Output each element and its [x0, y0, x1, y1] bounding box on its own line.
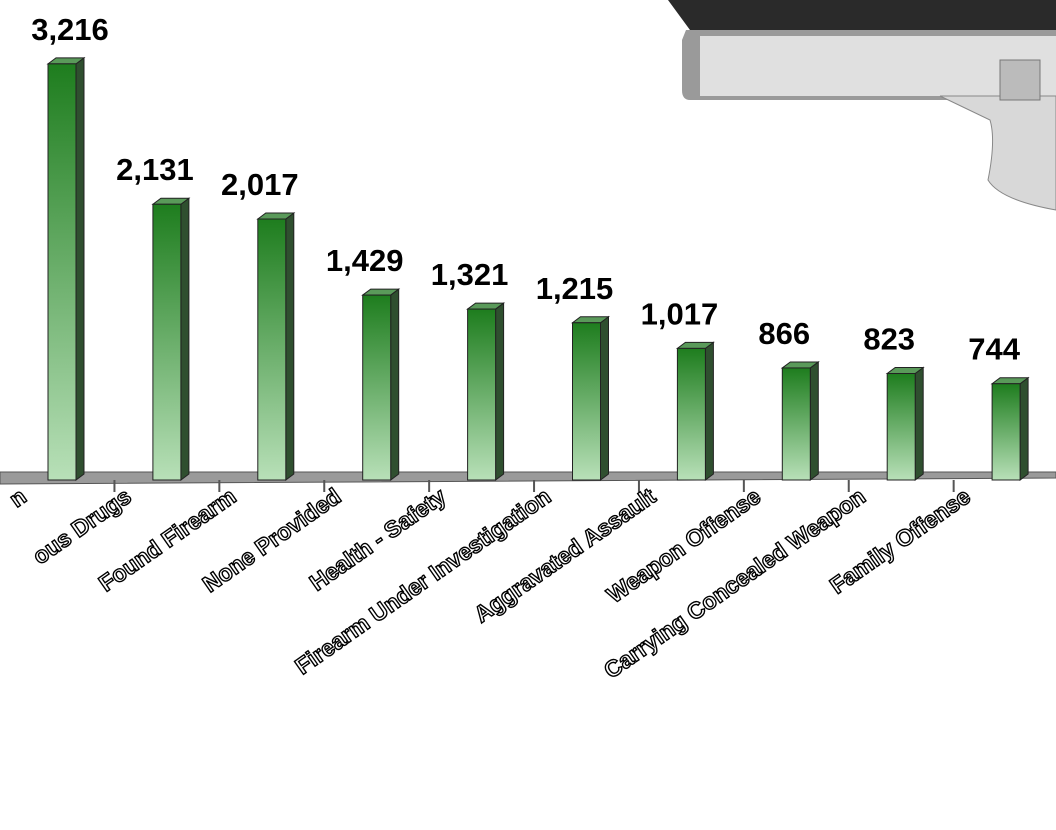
bar: [676, 347, 706, 481]
bar-side: [600, 315, 609, 481]
bar: [152, 203, 182, 481]
bar-side: [1019, 376, 1029, 481]
value-label: 744: [968, 332, 1020, 367]
value-label: 3,216: [31, 12, 109, 47]
bar-side: [809, 360, 819, 481]
value-label: 1,321: [431, 257, 509, 292]
bar: [572, 322, 601, 481]
bar-side: [75, 56, 85, 481]
bar-side: [390, 288, 400, 481]
value-label: 2,017: [221, 167, 299, 202]
value-label: 1,017: [641, 296, 719, 331]
bar: [47, 63, 77, 481]
pistol-image: [668, 0, 1056, 211]
bar: [886, 373, 916, 481]
bar-side: [180, 197, 190, 481]
bar: [362, 294, 392, 481]
value-label: 866: [758, 316, 810, 351]
bar-side: [914, 366, 924, 481]
value-label: 2,131: [116, 152, 194, 187]
value-label: 1,429: [326, 243, 404, 278]
x-tick-label: n: [4, 483, 30, 512]
bar-side: [704, 341, 714, 481]
value-label: 1,215: [536, 271, 614, 306]
bar: [467, 308, 497, 481]
bar: [991, 383, 1021, 481]
bar-side: [285, 212, 295, 481]
bar: [781, 367, 811, 481]
bar-side: [495, 302, 505, 481]
value-label: 823: [863, 322, 915, 357]
bar: [257, 218, 287, 481]
x-tick-label: Aggravated Assault: [469, 483, 660, 628]
